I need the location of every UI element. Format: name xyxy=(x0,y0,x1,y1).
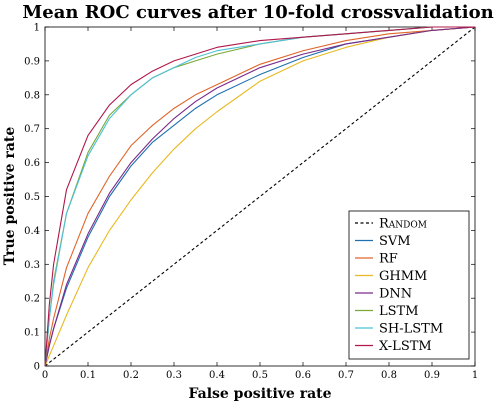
x-tick-label: 0.4 xyxy=(209,370,225,381)
legend-label-x-lstm: X-LSTM xyxy=(379,339,432,354)
legend-label-ghmm: GHMM xyxy=(379,269,427,284)
series-line-rf xyxy=(44,26,476,367)
y-tick-label: 1 xyxy=(34,23,40,34)
series-line-ghmm xyxy=(44,26,476,367)
x-tick-label: 0.9 xyxy=(424,370,440,381)
x-tick-label: 0.2 xyxy=(123,370,139,381)
y-tick-label: 0.6 xyxy=(24,158,40,169)
x-tick-label: 0.7 xyxy=(338,370,354,381)
series-line-dnn xyxy=(44,26,476,367)
x-tick-label: 0.6 xyxy=(295,370,311,381)
y-tick-label: 0.8 xyxy=(24,90,40,101)
y-tick-label: 0 xyxy=(34,362,40,373)
x-tick-label: 0.5 xyxy=(252,370,268,381)
y-tick-label: 0.9 xyxy=(24,56,40,67)
legend-label-rf: RF xyxy=(379,252,398,267)
x-tick-label: 0.3 xyxy=(166,370,182,381)
y-axis-label: True positive rate xyxy=(2,127,18,266)
legend-label-dnn: DNN xyxy=(379,287,412,302)
legend: Random SVM RF GHMM DNN LSTM SH-LSTM X-LSTM xyxy=(348,210,470,360)
y-tick-label: 0.7 xyxy=(24,124,40,135)
y-tick-label: 0.5 xyxy=(24,192,40,203)
plot-area: 0 0.1 0.2 0.3 0.4 0.5 0.6 0.7 0.8 0.9 1 0 0.1 0.2 0.3 0… xyxy=(24,23,478,382)
x-tick-label: 0.8 xyxy=(381,370,397,381)
x-tick-label: 0 xyxy=(42,370,48,381)
y-tick-label: 0.1 xyxy=(24,328,40,339)
series-line-random xyxy=(44,26,476,367)
y-tick-label: 0.2 xyxy=(24,294,40,305)
legend-label-svm: SVM xyxy=(379,234,411,249)
legend-label-lstm: LSTM xyxy=(379,304,419,319)
legend-box xyxy=(348,210,470,360)
y-tick-label: 0.3 xyxy=(24,260,40,271)
legend-label-sh-lstm: SH-LSTM xyxy=(379,322,443,337)
chart-title: Mean ROC curves after 10-fold crossvalid… xyxy=(22,2,493,23)
y-tick-label: 0.4 xyxy=(24,226,40,237)
series-line-x-lstm xyxy=(44,26,475,367)
x-tick-label: 1 xyxy=(472,370,478,381)
x-tick-label: 0.1 xyxy=(80,370,96,381)
x-axis-label: False positive rate xyxy=(188,386,331,402)
legend-label-random: Random xyxy=(379,217,427,232)
